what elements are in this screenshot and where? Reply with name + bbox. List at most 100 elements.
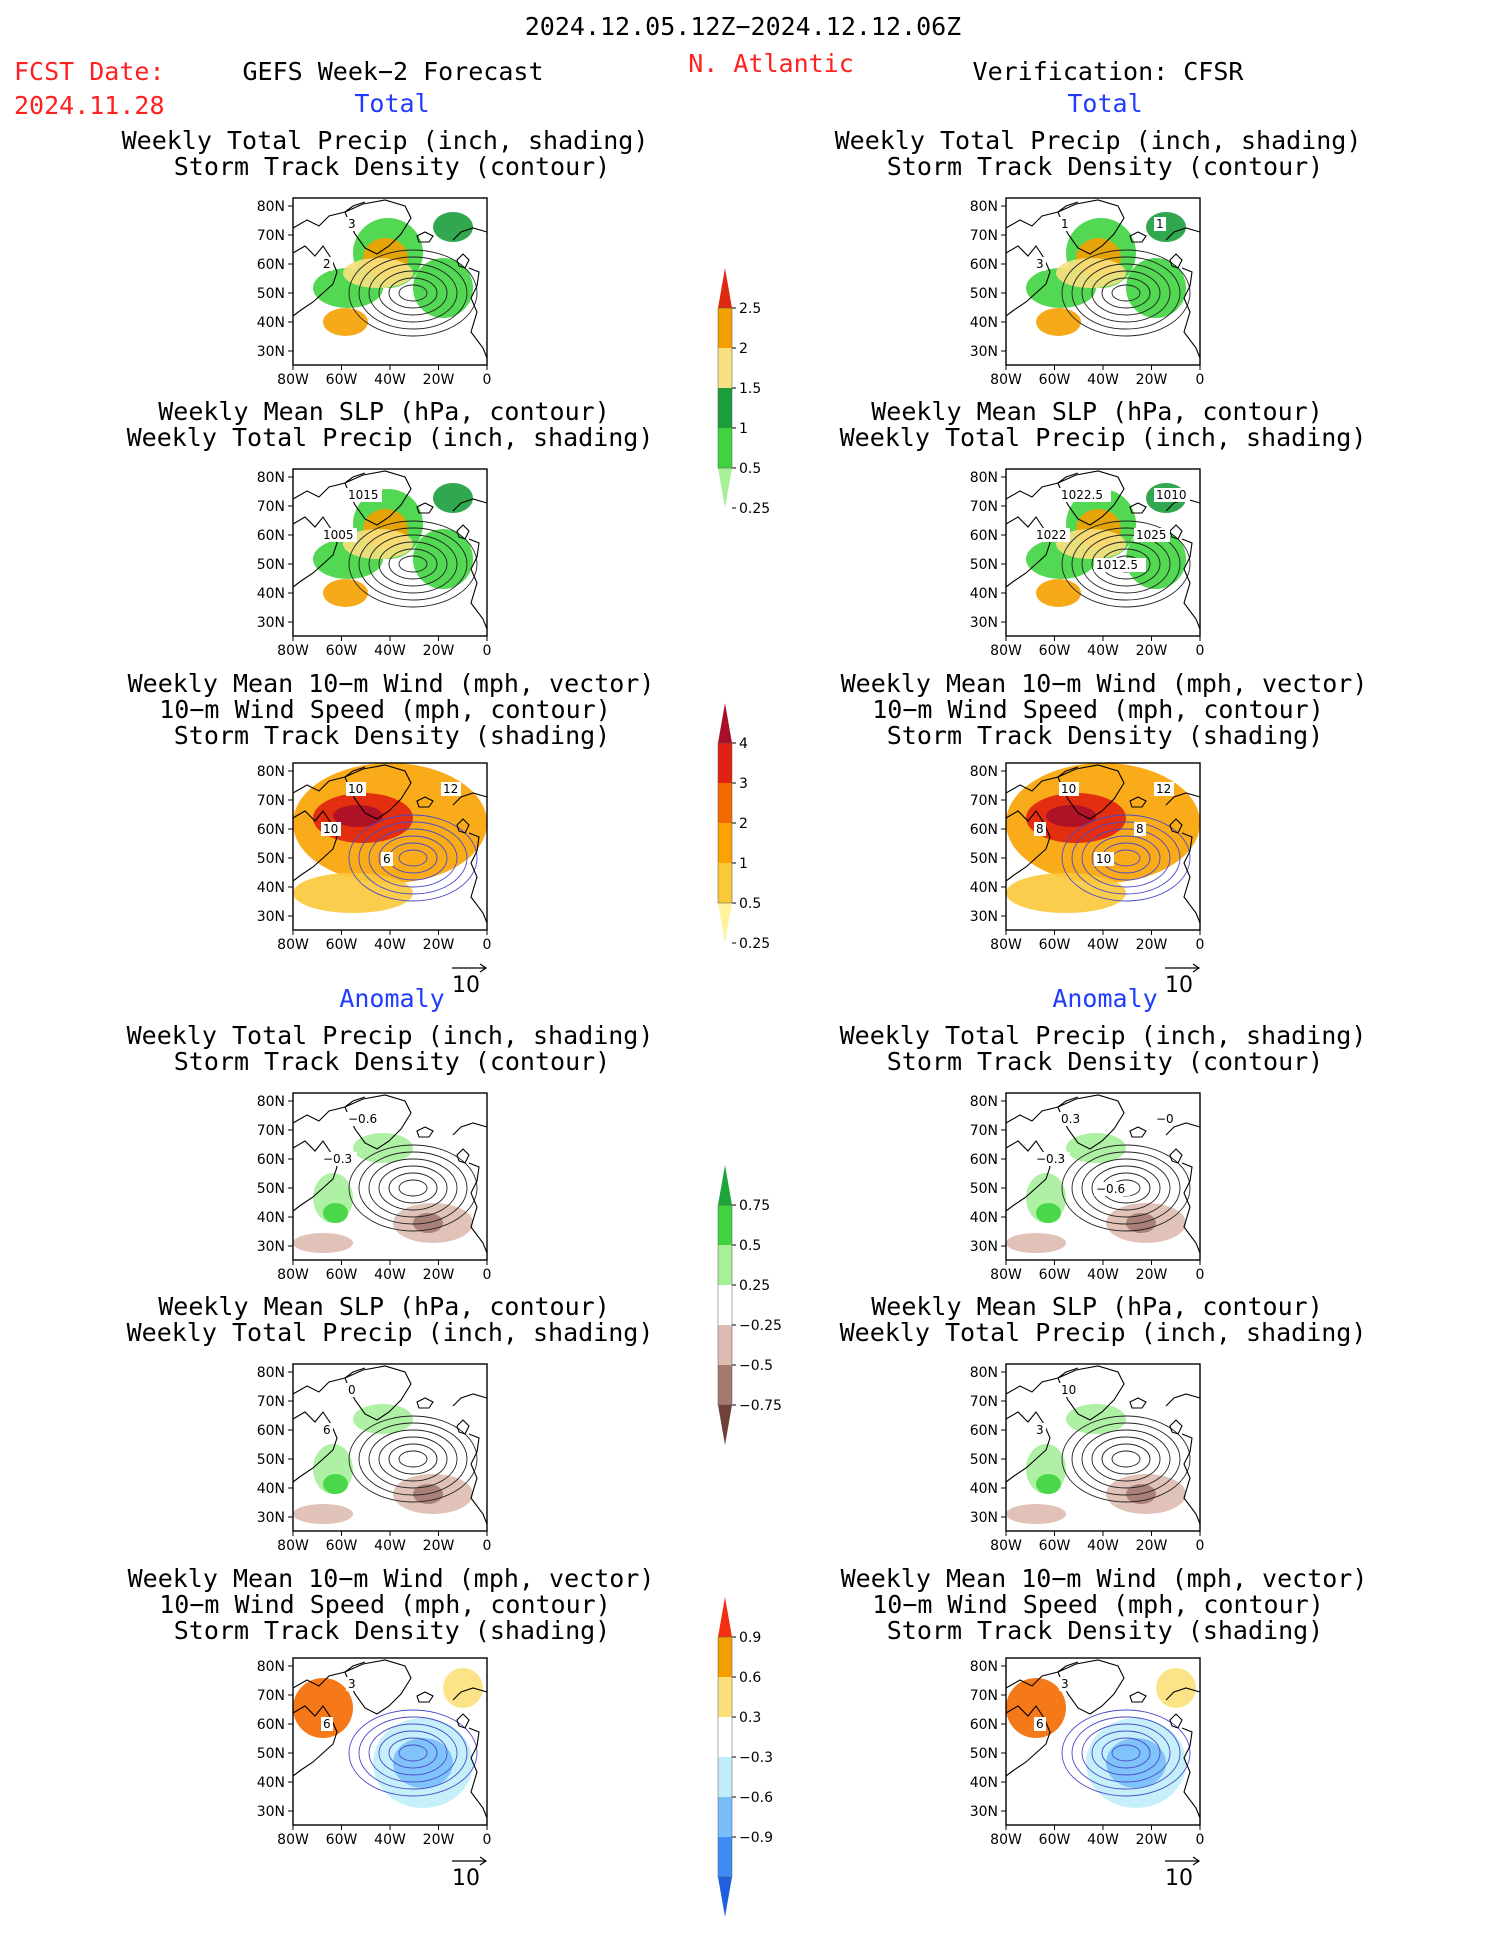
section-anomaly-right: Anomaly	[1052, 984, 1158, 1013]
panel-title: Weekly Total Precip (inch, shading)	[121, 126, 649, 155]
panel-title: Storm Track Density (shading)	[173, 1616, 611, 1645]
lat-tick-label: 70N	[257, 1688, 285, 1704]
lat-tick-label: 40N	[257, 1481, 285, 1497]
lat-tick-label: 40N	[970, 1210, 998, 1226]
colorbar-swatch	[718, 1405, 732, 1445]
colorbar-swatch	[718, 1637, 732, 1677]
colorbar-swatch	[718, 1165, 732, 1205]
contour-label-bg	[1059, 1112, 1087, 1126]
panel-title: 10−m Wind Speed (mph, contour)	[159, 695, 611, 724]
colorbar-label: 1.5	[739, 381, 761, 397]
contour-label-bg	[1094, 558, 1146, 572]
lon-tick-label: 60W	[1039, 1832, 1071, 1848]
colorbar-label: 0.25	[739, 1278, 770, 1294]
lon-tick-label: 60W	[326, 1832, 358, 1848]
lon-tick-label: 60W	[326, 372, 358, 388]
fcst-date-label: FCST Date:	[14, 57, 165, 86]
contour-label: −0	[1156, 1112, 1174, 1126]
contour-label: 0.3	[1061, 1112, 1080, 1126]
lat-tick-label: 50N	[257, 557, 285, 573]
colorbar-swatch	[718, 903, 732, 943]
lon-tick-label: 20W	[1136, 372, 1168, 388]
lon-tick-label: 80W	[277, 1267, 309, 1283]
lon-tick-label: 60W	[326, 643, 358, 659]
contour-label: 8	[1136, 822, 1144, 836]
lon-tick-label: 40W	[374, 1267, 406, 1283]
lat-tick-label: 70N	[970, 1123, 998, 1139]
lat-tick-label: 30N	[970, 344, 998, 360]
panel-title: Weekly Mean SLP (hPa, contour)	[158, 1292, 610, 1321]
colorbar-swatch	[718, 1597, 732, 1637]
colorbar-label: 1	[739, 421, 748, 437]
contour-label-bg	[346, 782, 366, 796]
lon-tick-label: 40W	[1087, 937, 1119, 953]
lat-tick-label: 60N	[257, 1423, 285, 1439]
contour-label-bg	[321, 822, 341, 836]
colorbar-label: −0.9	[739, 1830, 773, 1846]
reference-vector-label: 10	[452, 973, 480, 998]
lat-tick-label: 70N	[970, 1688, 998, 1704]
panel-title: Storm Track Density (shading)	[173, 721, 611, 750]
contour-label: 6	[323, 1423, 331, 1437]
lat-tick-label: 60N	[257, 1717, 285, 1733]
lon-tick-label: 0	[1196, 643, 1205, 659]
lon-tick-label: 0	[1196, 1267, 1205, 1283]
lon-tick-label: 80W	[990, 937, 1022, 953]
lon-tick-label: 80W	[990, 1832, 1022, 1848]
lat-tick-label: 60N	[970, 1152, 998, 1168]
contour-label: 1015	[348, 488, 379, 502]
lon-tick-label: 0	[483, 372, 492, 388]
colorbar-swatch	[718, 703, 732, 743]
contour-label-bg	[1134, 822, 1146, 836]
colorbar-label: −0.3	[739, 1750, 773, 1766]
lat-tick-label: 50N	[970, 557, 998, 573]
contour-label-bg	[1034, 1152, 1070, 1166]
map-precip-storm-anomaly-verification: 80N 70N 60N 50N 40N 30N 80W 60W 40W 20W 0 0.3 −0.3 −0…	[970, 1092, 1204, 1283]
contour-label-bg	[1059, 782, 1079, 796]
contour-label: 1022	[1036, 528, 1067, 542]
lon-tick-label: 60W	[326, 1267, 358, 1283]
lat-tick-label: 50N	[970, 1452, 998, 1468]
panel-title: Weekly Mean 10−m Wind (mph, vector)	[840, 669, 1368, 698]
fcst-date-value: 2024.11.28	[14, 91, 165, 120]
panel-title: Weekly Total Precip (inch, shading)	[839, 423, 1367, 452]
lat-tick-label: 40N	[257, 1775, 285, 1791]
lat-tick-label: 60N	[257, 528, 285, 544]
lat-tick-label: 60N	[257, 1152, 285, 1168]
lon-tick-label: 60W	[326, 937, 358, 953]
panel-title: Storm Track Density (contour)	[886, 152, 1324, 181]
map-slp-precip-verification: 80N 70N 60N 50N 40N 30N 80W 60W 40W 20W 0 1022.5 102…	[970, 468, 1204, 659]
contour-label: 8	[1036, 822, 1044, 836]
lon-tick-label: 0	[483, 643, 492, 659]
lon-tick-label: 20W	[423, 372, 455, 388]
lat-tick-label: 40N	[257, 315, 285, 331]
lat-tick-label: 30N	[970, 1239, 998, 1255]
colorbar-swatch	[718, 268, 732, 308]
colorbar-label: 0.6	[739, 1670, 761, 1686]
lon-tick-label: 40W	[374, 372, 406, 388]
lat-tick-label: 70N	[257, 1123, 285, 1139]
lat-tick-label: 50N	[970, 286, 998, 302]
reference-vector-label: 10	[452, 1866, 480, 1891]
lat-tick-label: 80N	[970, 199, 998, 215]
colorbar-label: 0.75	[739, 1198, 770, 1214]
panel-title: Storm Track Density (shading)	[886, 1616, 1324, 1645]
lat-tick-label: 80N	[970, 470, 998, 486]
colorbar-label: −0.25	[739, 1318, 782, 1334]
colorbar-swatch	[718, 1677, 732, 1717]
panel-title: Storm Track Density (shading)	[886, 721, 1324, 750]
lat-tick-label: 80N	[257, 1365, 285, 1381]
colorbar-swatch	[718, 348, 732, 388]
contour-label: 1	[1061, 217, 1069, 231]
lon-tick-label: 60W	[1039, 643, 1071, 659]
lat-tick-label: 60N	[970, 1423, 998, 1439]
lat-tick-label: 40N	[970, 880, 998, 896]
panel-title: 10−m Wind Speed (mph, contour)	[872, 1590, 1324, 1619]
contour-label: 6	[323, 1717, 331, 1731]
panel-title: Storm Track Density (contour)	[173, 1047, 611, 1076]
contour-label-bg	[346, 488, 382, 502]
colorbar-label: 0.9	[739, 1630, 761, 1646]
lon-tick-label: 60W	[1039, 937, 1071, 953]
contour-label-bg	[1154, 1112, 1174, 1126]
lon-tick-label: 0	[1196, 937, 1205, 953]
